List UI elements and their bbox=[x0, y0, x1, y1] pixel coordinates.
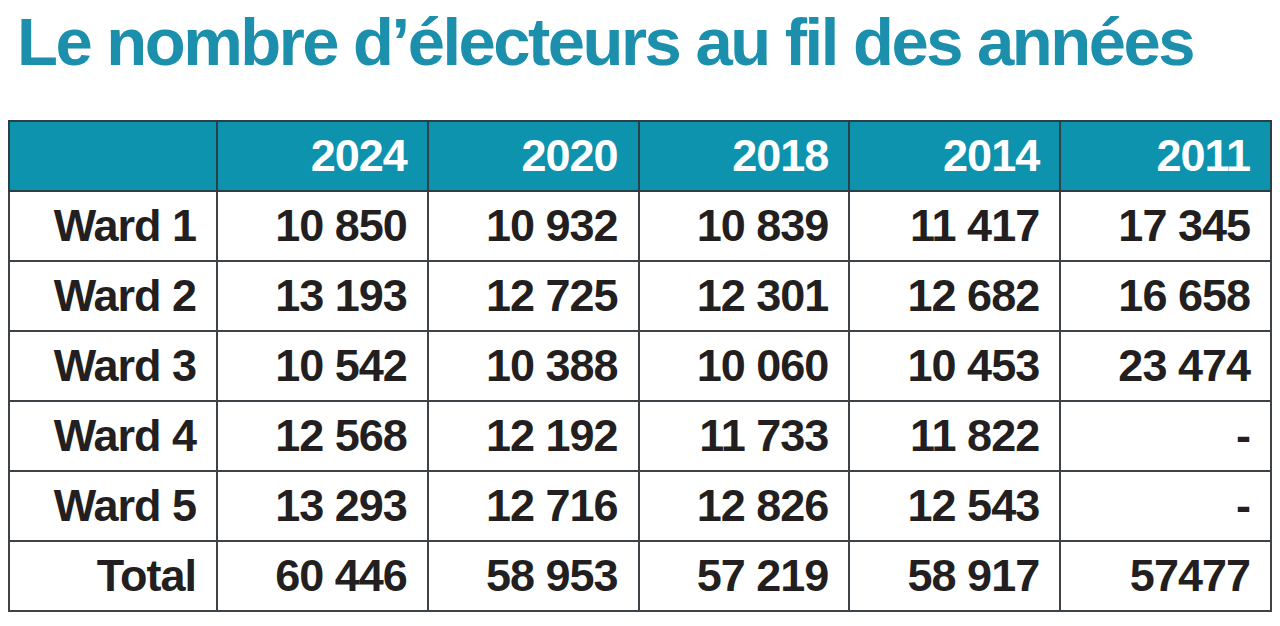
table-header-row: 20242020201820142011 bbox=[9, 121, 1271, 191]
data-cell: 12 716 bbox=[428, 471, 639, 541]
data-cell: 12 301 bbox=[639, 261, 850, 331]
data-cell: 17 345 bbox=[1060, 191, 1271, 261]
table-body: Ward 110 85010 93210 83911 41717 345Ward… bbox=[9, 191, 1271, 611]
data-cell: 58 953 bbox=[428, 541, 639, 611]
year-header-2014: 2014 bbox=[849, 121, 1060, 191]
table-row: Ward 213 19312 72512 30112 68216 658 bbox=[9, 261, 1271, 331]
data-cell: 10 388 bbox=[428, 331, 639, 401]
row-label: Ward 4 bbox=[9, 401, 217, 471]
data-cell: 10 542 bbox=[217, 331, 428, 401]
data-cell: 23 474 bbox=[1060, 331, 1271, 401]
data-cell: 12 568 bbox=[217, 401, 428, 471]
data-cell: 12 682 bbox=[849, 261, 1060, 331]
data-cell: 10 932 bbox=[428, 191, 639, 261]
table-head: 20242020201820142011 bbox=[9, 121, 1271, 191]
table-row: Ward 310 54210 38810 06010 45323 474 bbox=[9, 331, 1271, 401]
data-cell: 13 193 bbox=[217, 261, 428, 331]
data-cell: 10 060 bbox=[639, 331, 850, 401]
row-label: Ward 3 bbox=[9, 331, 217, 401]
data-cell: 12 543 bbox=[849, 471, 1060, 541]
data-cell: 57477 bbox=[1060, 541, 1271, 611]
year-header-2011: 2011 bbox=[1060, 121, 1271, 191]
data-cell: - bbox=[1060, 401, 1271, 471]
corner-header-cell bbox=[9, 121, 217, 191]
data-cell: 13 293 bbox=[217, 471, 428, 541]
data-cell: 11 417 bbox=[849, 191, 1060, 261]
table-row: Ward 513 29312 71612 82612 543- bbox=[9, 471, 1271, 541]
data-cell: 12 192 bbox=[428, 401, 639, 471]
row-label: Total bbox=[9, 541, 217, 611]
voters-table: 20242020201820142011 Ward 110 85010 9321… bbox=[8, 120, 1272, 612]
data-cell: 12 725 bbox=[428, 261, 639, 331]
data-cell: 10 850 bbox=[217, 191, 428, 261]
data-cell: 57 219 bbox=[639, 541, 850, 611]
data-cell: 16 658 bbox=[1060, 261, 1271, 331]
data-cell: 60 446 bbox=[217, 541, 428, 611]
table-row: Ward 412 56812 19211 73311 822- bbox=[9, 401, 1271, 471]
total-row: Total60 44658 95357 21958 91757477 bbox=[9, 541, 1271, 611]
year-header-2024: 2024 bbox=[217, 121, 428, 191]
data-cell: 10 453 bbox=[849, 331, 1060, 401]
data-cell: 11 733 bbox=[639, 401, 850, 471]
row-label: Ward 2 bbox=[9, 261, 217, 331]
infographic: Le nombre d’électeurs au fil des années … bbox=[0, 0, 1280, 626]
data-cell: 11 822 bbox=[849, 401, 1060, 471]
data-cell: 58 917 bbox=[849, 541, 1060, 611]
year-header-2018: 2018 bbox=[639, 121, 850, 191]
table-row: Ward 110 85010 93210 83911 41717 345 bbox=[9, 191, 1271, 261]
row-label: Ward 5 bbox=[9, 471, 217, 541]
data-cell: 10 839 bbox=[639, 191, 850, 261]
data-cell: 12 826 bbox=[639, 471, 850, 541]
data-cell: - bbox=[1060, 471, 1271, 541]
year-header-2020: 2020 bbox=[428, 121, 639, 191]
row-label: Ward 1 bbox=[9, 191, 217, 261]
page-title: Le nombre d’électeurs au fil des années bbox=[17, 0, 1193, 92]
